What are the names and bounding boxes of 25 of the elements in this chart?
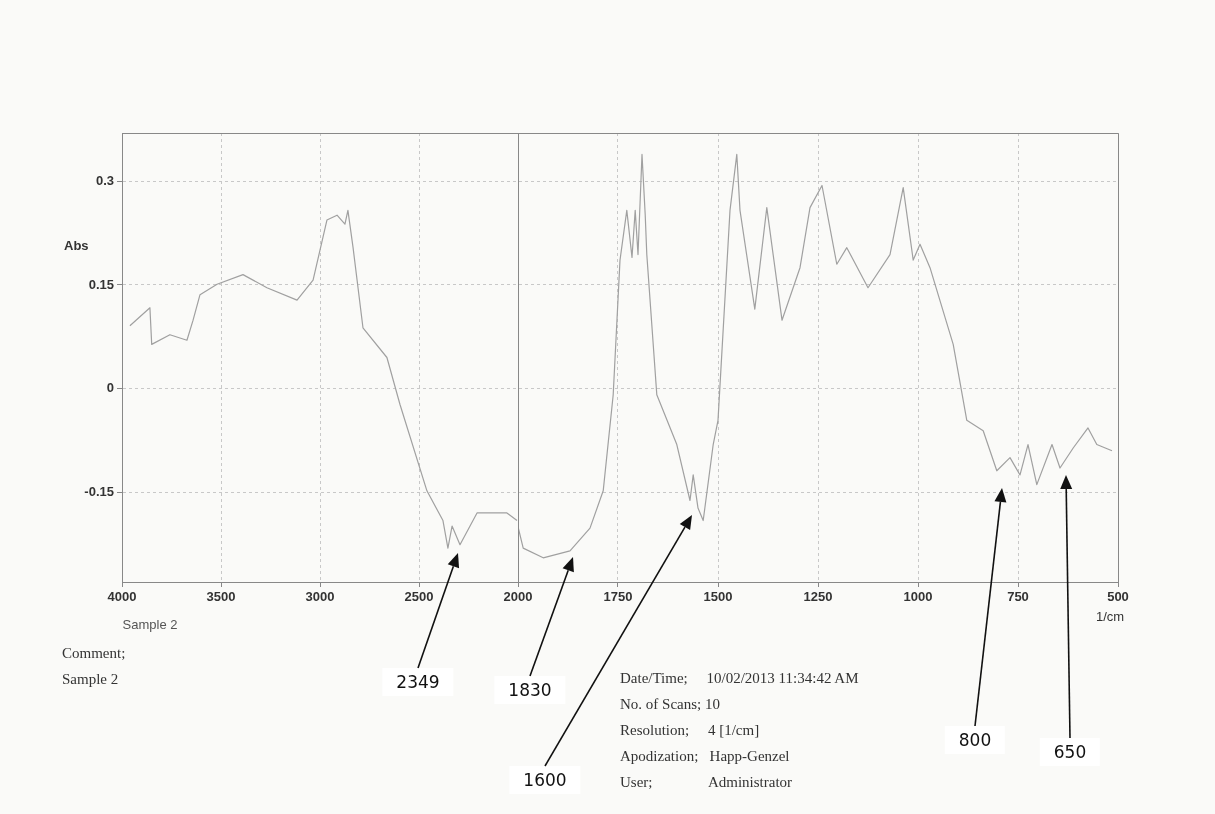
x-tick-label: 1750 [603,589,633,605]
x-tick-label: 1000 [903,589,933,605]
y-axis-title: Abs [64,237,89,255]
text: 1830 [494,676,566,704]
y-tick-label: 0.3 [95,172,114,188]
text: 2349 [382,668,454,696]
x-axis-title: 1/cm [1096,608,1125,626]
x-tick-label: 1500 [703,589,733,605]
y-tick-label: 0.15 [88,276,114,292]
y-tick-label: 0 [106,380,114,396]
x-tick-label: 1250 [803,589,833,605]
text: Comment; Sample 2 [62,644,126,689]
x-tick-label: 4000 [107,589,137,605]
x-tick-label: 3000 [305,589,335,605]
x-tick-label: 3500 [206,589,236,605]
text: Date/Time; 10/02/2013 11:34:42 AM No. of Scans; 10 Resolution; 4 [1/cm] Apodization; Happ-Genzel User; Administrator [620,669,859,792]
x-tick-label: 2500 [404,589,434,605]
text: 1600 [509,766,581,794]
text: 650 [1039,738,1101,766]
text: 800 [944,726,1006,754]
x-tick-label: 2000 [503,589,533,605]
text: Sample 2 [122,616,178,634]
x-tick-label: 750 [1007,589,1029,605]
y-tick-label: -0.15 [84,483,114,499]
x-tick-label: 500 [1107,589,1129,605]
